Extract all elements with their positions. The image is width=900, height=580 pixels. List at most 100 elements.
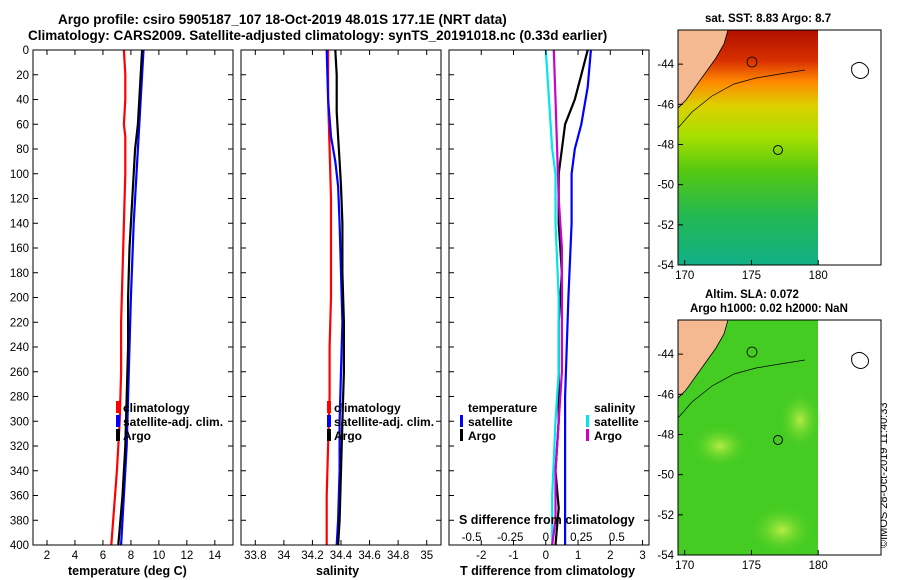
legend-label-argo: Argo (334, 429, 362, 443)
s-tick-label: 0.5 (609, 532, 625, 544)
sst-argo-marker (773, 145, 783, 155)
legend-swatch-s-satellite (586, 415, 589, 427)
legend-title-temperature: temperature (468, 401, 538, 415)
figure-title-line2: Climatology: CARS2009. Satellite-adjuste… (28, 28, 608, 43)
sla-land (678, 320, 729, 399)
legend-label-climatology: climatology (123, 401, 190, 415)
legend-label-satellite: satellite-adj. clim. (334, 415, 434, 429)
map-y-tick-label: -44 (657, 349, 674, 361)
sla-anomaly-blob (690, 424, 750, 468)
salinity-axis-label: salinity (316, 564, 359, 578)
x-tick-label: 4 (72, 550, 79, 562)
x-tick-label: 33.8 (244, 550, 266, 562)
sst-map-ticks: 170 175 180 -44 -46 -48 -50 -52 -54 (657, 59, 827, 282)
t-difference-axis-label: T difference from climatology (460, 564, 635, 578)
difference-panel: -2 -1 0 1 2 3 -0.5 -0.25 0 0.25 0.5 (448, 49, 650, 562)
map-x-tick-label: 180 (809, 560, 828, 572)
series-line-argo (334, 49, 345, 546)
map-y-tick-label: -48 (657, 429, 674, 441)
x-tick-label: 3 (639, 550, 645, 562)
depth-tick-label: 300 (10, 416, 29, 428)
depth-tick-label: 180 (10, 268, 29, 280)
map-x-tick-label: 170 (675, 560, 694, 572)
depth-tick-label: 160 (10, 243, 29, 255)
temperature-legend: climatology satellite-adj. clim. Argo (116, 401, 223, 443)
temperature-axis-label: temperature (deg C) (68, 564, 187, 578)
map-y-tick-label: -44 (657, 59, 674, 71)
sst-seamount (746, 56, 758, 68)
map-y-tick-label: -46 (657, 389, 674, 401)
s-tick-label: 0.25 (570, 532, 592, 544)
x-tick-label: 2 (607, 550, 613, 562)
sst-map-title: sat. SST: 8.83 Argo: 8.7 (705, 13, 832, 25)
difference-salinity-legend: salinity satellite Argo (586, 401, 639, 443)
legend-label-s-argo: Argo (594, 429, 622, 443)
x-tick-label: 34 (277, 550, 290, 562)
series-line-s-argo (551, 49, 564, 546)
depth-tick-label: 280 (10, 392, 29, 404)
sla-anomaly-blob (748, 504, 816, 555)
legend-swatch-t-satellite (460, 415, 463, 427)
legend-swatch-argo (116, 429, 120, 441)
map-y-tick-label: -54 (657, 550, 674, 562)
x-tick-label: -1 (508, 550, 518, 562)
x-tick-label: 34.4 (330, 550, 353, 562)
salinity-legend: climatology satellite-adj. clim. Argo (327, 401, 434, 443)
figure-title-line1: Argo profile: csiro 5905187_107 18-Oct-2… (58, 12, 507, 27)
series-line-climatology (325, 50, 333, 545)
map-y-tick-label: -46 (657, 99, 674, 111)
sst-shelf-contour (678, 69, 806, 129)
depth-tick-label: 60 (16, 119, 29, 131)
depth-axis: 0 20 40 60 80 100 120 140 160 180 200 220 240 260 280 3… (10, 45, 29, 552)
depth-tick-label: 140 (10, 218, 29, 230)
difference-temperature-legend: temperature satellite Argo (460, 401, 538, 443)
x-tick-label: 2 (44, 550, 50, 562)
x-tick-label: 12 (180, 550, 193, 562)
legend-label-t-satellite: satellite (468, 415, 513, 429)
legend-label-climatology: climatology (334, 401, 401, 415)
x-tick-label: 8 (128, 550, 134, 562)
legend-swatch-t-argo (460, 429, 463, 441)
sla-seamount (746, 346, 758, 358)
map-y-tick-label: -50 (657, 470, 674, 482)
legend-swatch-satellite (327, 415, 331, 427)
map-x-tick-label: 180 (809, 270, 828, 282)
sla-chatham-island (851, 351, 869, 369)
x-tick-label: 14 (208, 550, 221, 562)
depth-tick-label: 260 (10, 367, 29, 379)
depth-tick-label: 80 (16, 144, 29, 156)
sla-map-title-line1: Altim. SLA: 0.072 (705, 289, 799, 301)
series-line-t-argo (554, 49, 589, 546)
map-x-tick-label: 175 (742, 270, 761, 282)
legend-label-s-satellite: satellite (594, 415, 639, 429)
depth-tick-label: 320 (10, 441, 29, 453)
sla-map-ticks: 170 175 180 -44 -46 -48 -50 -52 -54 (657, 349, 827, 572)
x-tick-label: 34.8 (387, 550, 409, 562)
legend-swatch-s-argo (586, 429, 589, 441)
series-line-argo (117, 49, 144, 546)
sst-chatham-island (851, 61, 869, 79)
s-tick-label: 0 (543, 532, 549, 544)
series-line-s-satellite (544, 49, 560, 545)
legend-label-argo: Argo (123, 429, 151, 443)
depth-tick-label: 360 (10, 491, 29, 503)
x-tick-label: 34.6 (358, 550, 380, 562)
salinity-panel: 33.8 34 34.2 34.4 34.6 34.8 35 (240, 49, 442, 562)
map-y-tick-label: -52 (657, 220, 674, 232)
map-y-tick-label: -48 (657, 139, 674, 151)
legend-swatch-argo (327, 429, 331, 441)
depth-tick-label: 20 (16, 70, 29, 82)
map-y-tick-label: -54 (657, 260, 674, 272)
series-line-satellite-adj-clim- (120, 49, 145, 546)
series-line-t-satellite (563, 49, 592, 545)
sst-land (678, 30, 729, 109)
depth-tick-label: 380 (10, 515, 29, 527)
sst-map: 170 175 180 -44 -46 -48 -50 -52 -54 (657, 29, 882, 282)
map-y-tick-label: -52 (657, 510, 674, 522)
sla-shelf-contour (678, 359, 806, 419)
legend-swatch-satellite (116, 415, 120, 427)
map-y-tick-label: -50 (657, 180, 674, 192)
legend-label-t-argo: Argo (468, 429, 496, 443)
sla-map: 170 175 180 -44 -46 -48 -50 -52 -54 (657, 319, 882, 572)
